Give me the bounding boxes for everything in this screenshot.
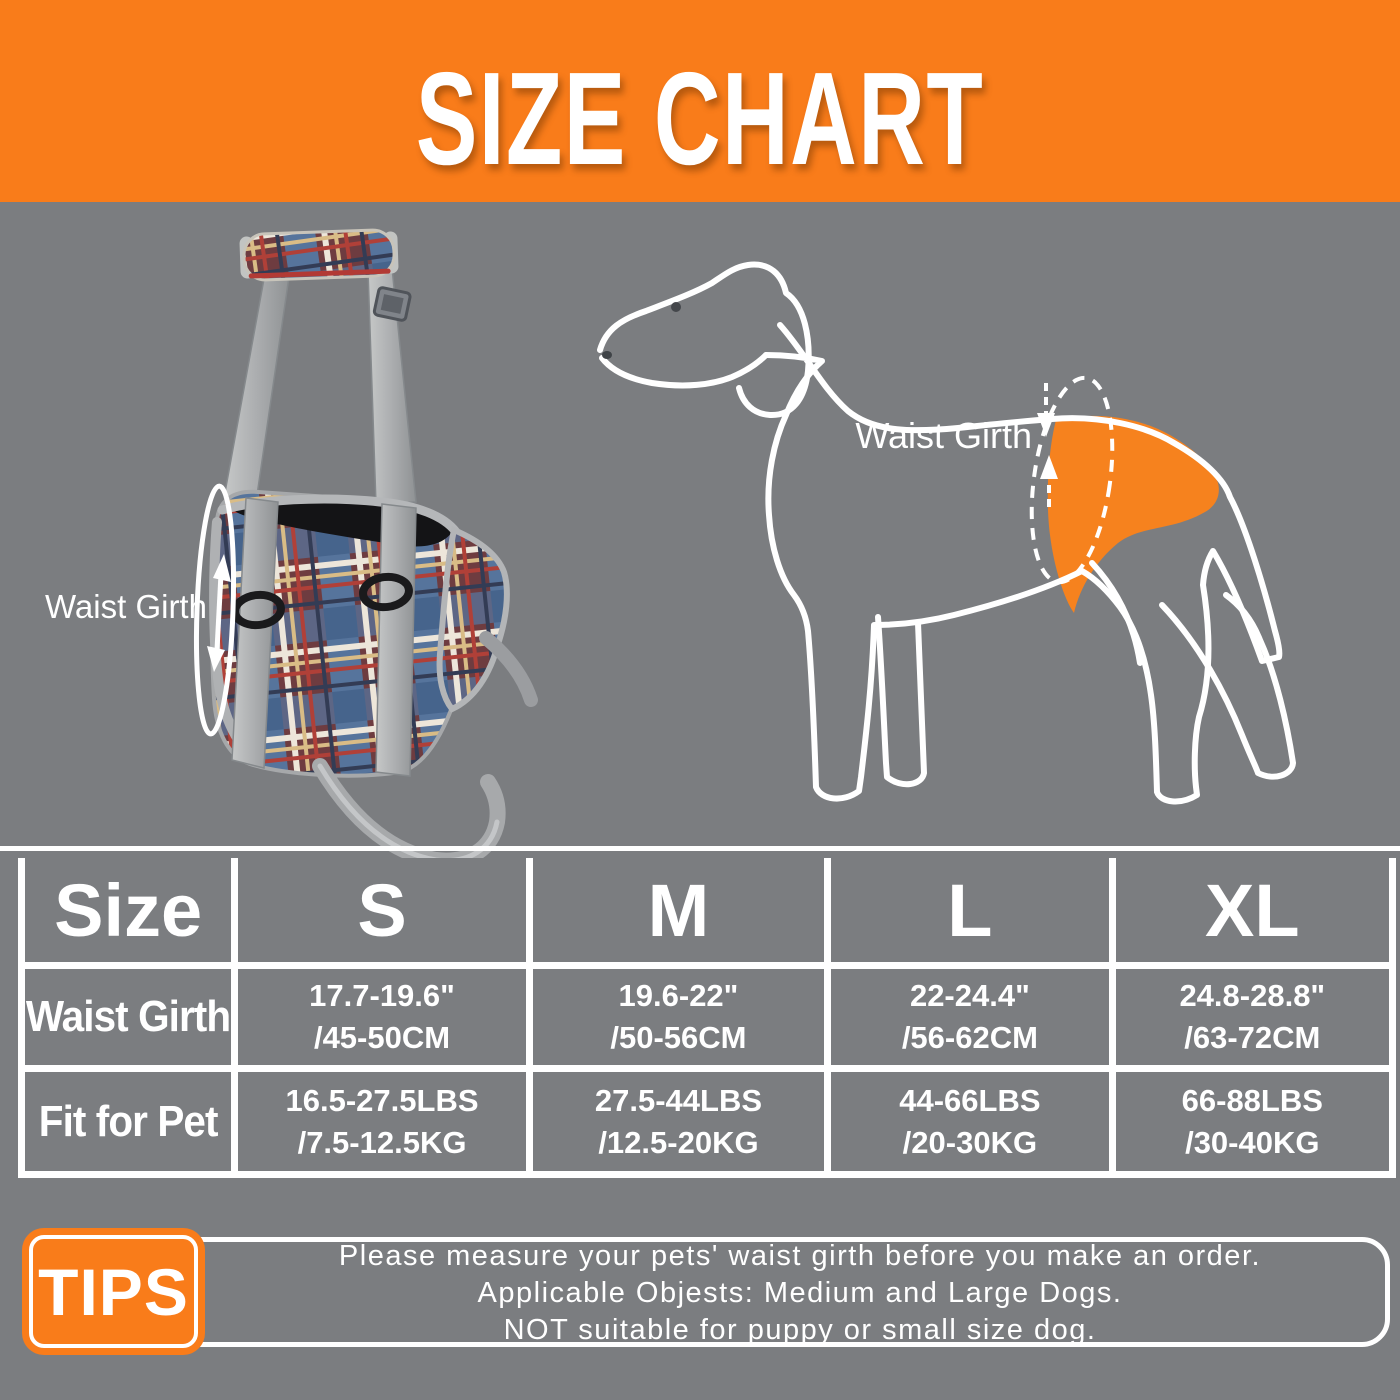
dog-eye (671, 302, 681, 312)
row-label-fit-for-pet: Fit for Pet (25, 1072, 232, 1171)
waist-girth-dashed-ellipse (1029, 375, 1115, 585)
cell-waist-xl: 24.8-28.8" /63-72CM (1115, 969, 1389, 1065)
cell-line-cm: /50-56CM (610, 1020, 747, 1055)
cell-line-inches: 24.8-28.8" (1179, 978, 1326, 1013)
header-band: SIZE CHART (0, 0, 1400, 202)
size-table: Size S M L XL Waist Girth 17.7-19.6" /45… (18, 858, 1396, 1178)
cell-line-cm: /56-62CM (901, 1020, 1038, 1055)
column-header-m: M (532, 858, 825, 962)
photo-waist-girth-label: Waist Girth (45, 588, 207, 625)
cell-line-lbs: 44-66LBS (899, 1082, 1041, 1118)
waist-girth-ellipse (193, 483, 237, 737)
column-header-s: S (238, 858, 526, 962)
row-label-text: Fit for Pet (38, 1096, 219, 1146)
cell-line-lbs: 16.5-27.5LBS (285, 1082, 479, 1118)
column-header-l: L (831, 858, 1109, 962)
cell-fit-m: 27.5-44LBS /12.5-20KG (532, 1072, 825, 1171)
dog-outline (597, 261, 1296, 805)
tips-badge-border (29, 1235, 198, 1348)
row-label-text: Waist Girth (26, 992, 231, 1041)
cell-line-inches: 22-24.4" (909, 978, 1030, 1013)
d-ring-right (359, 572, 413, 612)
cell-waist-l: 22-24.4" /56-62CM (831, 969, 1109, 1065)
page-title: SIZE CHART (415, 44, 985, 192)
waist-highlight (1047, 415, 1219, 613)
harness-handle (239, 228, 399, 282)
cell-line-cm: /45-50CM (313, 1020, 451, 1055)
strap-buckle (372, 286, 412, 322)
harness-left-strap (223, 267, 291, 503)
cell-line-inches: 17.7-19.6" (309, 978, 455, 1013)
tips-text: Please measure your pets' waist girth be… (215, 1240, 1385, 1346)
cell-line-lbs: 27.5-44LBS (594, 1082, 763, 1118)
cell-line-cm: /63-72CM (1184, 1020, 1321, 1055)
tips-line-3: NOT suitable for puppy or small size dog… (503, 1313, 1097, 1346)
cell-line-kg: /12.5-20KG (598, 1124, 759, 1160)
cell-fit-xl: 66-88LBS /30-40KG (1115, 1072, 1389, 1171)
cell-line-inches: 19.6-22" (618, 978, 739, 1013)
column-header-xl: XL (1115, 858, 1389, 962)
measure-arrows-icon (1037, 383, 1058, 507)
dog-waist-girth-label: Waist Girth (855, 415, 1032, 456)
column-header-size: Size (25, 858, 232, 962)
dog-nose (602, 351, 612, 359)
cell-line-kg: /7.5-12.5KG (297, 1124, 467, 1160)
row-label-waist-girth: Waist Girth (25, 969, 232, 1065)
cell-fit-s: 16.5-27.5LBS /7.5-12.5KG (238, 1072, 526, 1171)
cell-line-lbs: 66-88LBS (1181, 1082, 1323, 1118)
tips-badge: TIPS (22, 1228, 205, 1355)
tips-line-1: Please measure your pets' waist girth be… (338, 1239, 1262, 1272)
cell-fit-l: 44-66LBS /20-30KG (831, 1072, 1109, 1171)
table-top-divider (0, 846, 1400, 851)
measure-arrow-icon (207, 554, 231, 672)
harness-body (209, 489, 538, 869)
harness-photo: Waist Girth (45, 228, 538, 869)
cell-waist-s: 17.7-19.6" /45-50CM (238, 969, 526, 1065)
tips-line-2: Applicable Objests: Medium and Large Dog… (477, 1276, 1123, 1309)
dog-diagram: Waist Girth (597, 261, 1296, 805)
cell-line-kg: /20-30KG (902, 1124, 1038, 1160)
cell-waist-m: 19.6-22" /50-56CM (532, 969, 825, 1065)
tips-badge-label: TIPS (38, 1254, 189, 1329)
cell-line-kg: /30-40KG (1185, 1124, 1320, 1160)
